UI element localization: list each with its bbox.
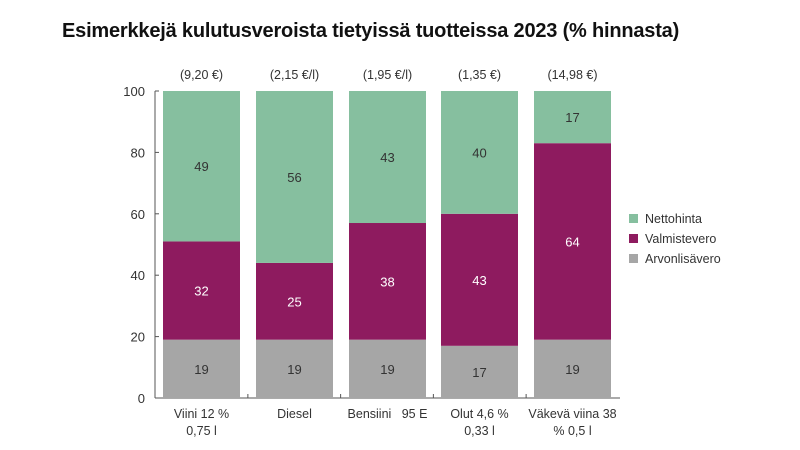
y-tick-label: 60 [131, 207, 145, 222]
data-label: 19 [565, 362, 579, 377]
chart-title: Esimerkkejä kulutusveroista tietyissä tu… [62, 20, 680, 42]
bar-segment [349, 91, 426, 224]
category-label: Bensiini 95 E [348, 407, 428, 421]
legend-label: Arvonlisävero [645, 252, 721, 266]
data-label: 25 [287, 294, 301, 309]
bar-segment [441, 213, 518, 346]
y-tick-label: 0 [138, 391, 145, 406]
y-tick-label: 80 [131, 145, 145, 160]
category-label: Diesel [277, 407, 312, 421]
data-label: 43 [380, 150, 394, 165]
bar-segment [441, 345, 518, 398]
bar-segment [256, 339, 333, 398]
bar-segment [163, 91, 240, 242]
price-label: (1,95 €/l) [363, 68, 412, 82]
legend-swatch [629, 254, 638, 263]
data-label: 43 [472, 273, 486, 288]
bar-segment [534, 143, 611, 340]
legend: Nettohinta Valmistevero Arvonlisävero [629, 212, 721, 266]
price-labels: (9,20 €) (2,15 €/l) (1,95 €/l) (1,35 €) (14,… [180, 68, 598, 82]
data-label: 49 [194, 159, 208, 174]
y-tick-label: 20 [131, 330, 145, 345]
bar-segment [163, 339, 240, 398]
category-label: % 0,5 l [553, 424, 591, 438]
price-label: (1,35 €) [458, 68, 501, 82]
data-label: 40 [472, 145, 486, 160]
bar-segment [349, 223, 426, 340]
data-label: 56 [287, 170, 301, 185]
data-label: 64 [565, 234, 579, 249]
y-tick-label: 40 [131, 268, 145, 283]
data-label: 38 [380, 274, 394, 289]
bar-segment [534, 339, 611, 398]
bar-segment [534, 91, 611, 144]
y-tick-label: 100 [123, 84, 145, 99]
bar-segment [349, 339, 426, 398]
data-label: 19 [380, 362, 394, 377]
price-label: (9,20 €) [180, 68, 223, 82]
category-label: Olut 4,6 % [450, 407, 508, 421]
price-label: (14,98 €) [547, 68, 597, 82]
legend-label: Valmistevero [645, 232, 716, 246]
data-label: 17 [472, 365, 486, 380]
data-label: 17 [565, 110, 579, 125]
category-label: Viini 12 % [174, 407, 229, 421]
data-labels: 19 32 49 19 25 56 19 38 43 17 43 40 19 64 17 [194, 110, 579, 380]
data-label: 32 [194, 284, 208, 299]
data-label: 19 [287, 362, 301, 377]
bar-segment [163, 241, 240, 340]
category-label: Väkevä viina 38 [528, 407, 616, 421]
legend-swatch [629, 214, 638, 223]
category-label: 0,75 l [186, 424, 217, 438]
data-label: 19 [194, 362, 208, 377]
bar-segment [256, 91, 333, 263]
bar-segment [441, 91, 518, 214]
category-labels: Viini 12 % 0,75 l Diesel Bensiini 95 E Olut … [174, 407, 617, 438]
bars [163, 91, 611, 398]
legend-swatch [629, 234, 638, 243]
legend-label: Nettohinta [645, 212, 702, 226]
category-label: 0,33 l [464, 424, 495, 438]
bar-segment [256, 262, 333, 340]
price-label: (2,15 €/l) [270, 68, 319, 82]
